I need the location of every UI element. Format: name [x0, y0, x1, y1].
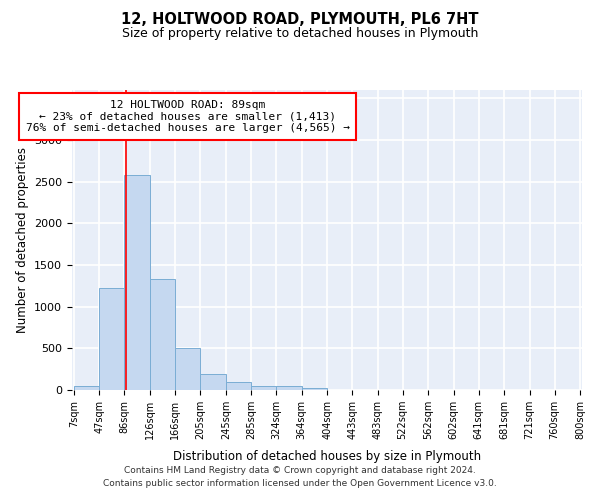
- Text: 12 HOLTWOOD ROAD: 89sqm
← 23% of detached houses are smaller (1,413)
76% of semi: 12 HOLTWOOD ROAD: 89sqm ← 23% of detache…: [26, 100, 350, 134]
- Bar: [276, 386, 302, 390]
- Bar: [226, 382, 251, 390]
- Bar: [74, 386, 100, 390]
- Text: Size of property relative to detached houses in Plymouth: Size of property relative to detached ho…: [122, 28, 478, 40]
- Bar: [150, 279, 175, 390]
- Bar: [302, 388, 328, 390]
- Bar: [100, 288, 124, 390]
- Bar: [200, 374, 226, 390]
- Text: Contains HM Land Registry data © Crown copyright and database right 2024.
Contai: Contains HM Land Registry data © Crown c…: [103, 466, 497, 487]
- Bar: [175, 348, 200, 390]
- Text: 12, HOLTWOOD ROAD, PLYMOUTH, PL6 7HT: 12, HOLTWOOD ROAD, PLYMOUTH, PL6 7HT: [121, 12, 479, 28]
- X-axis label: Distribution of detached houses by size in Plymouth: Distribution of detached houses by size …: [173, 450, 481, 464]
- Bar: [251, 386, 276, 390]
- Y-axis label: Number of detached properties: Number of detached properties: [16, 147, 29, 333]
- Bar: [124, 175, 150, 390]
